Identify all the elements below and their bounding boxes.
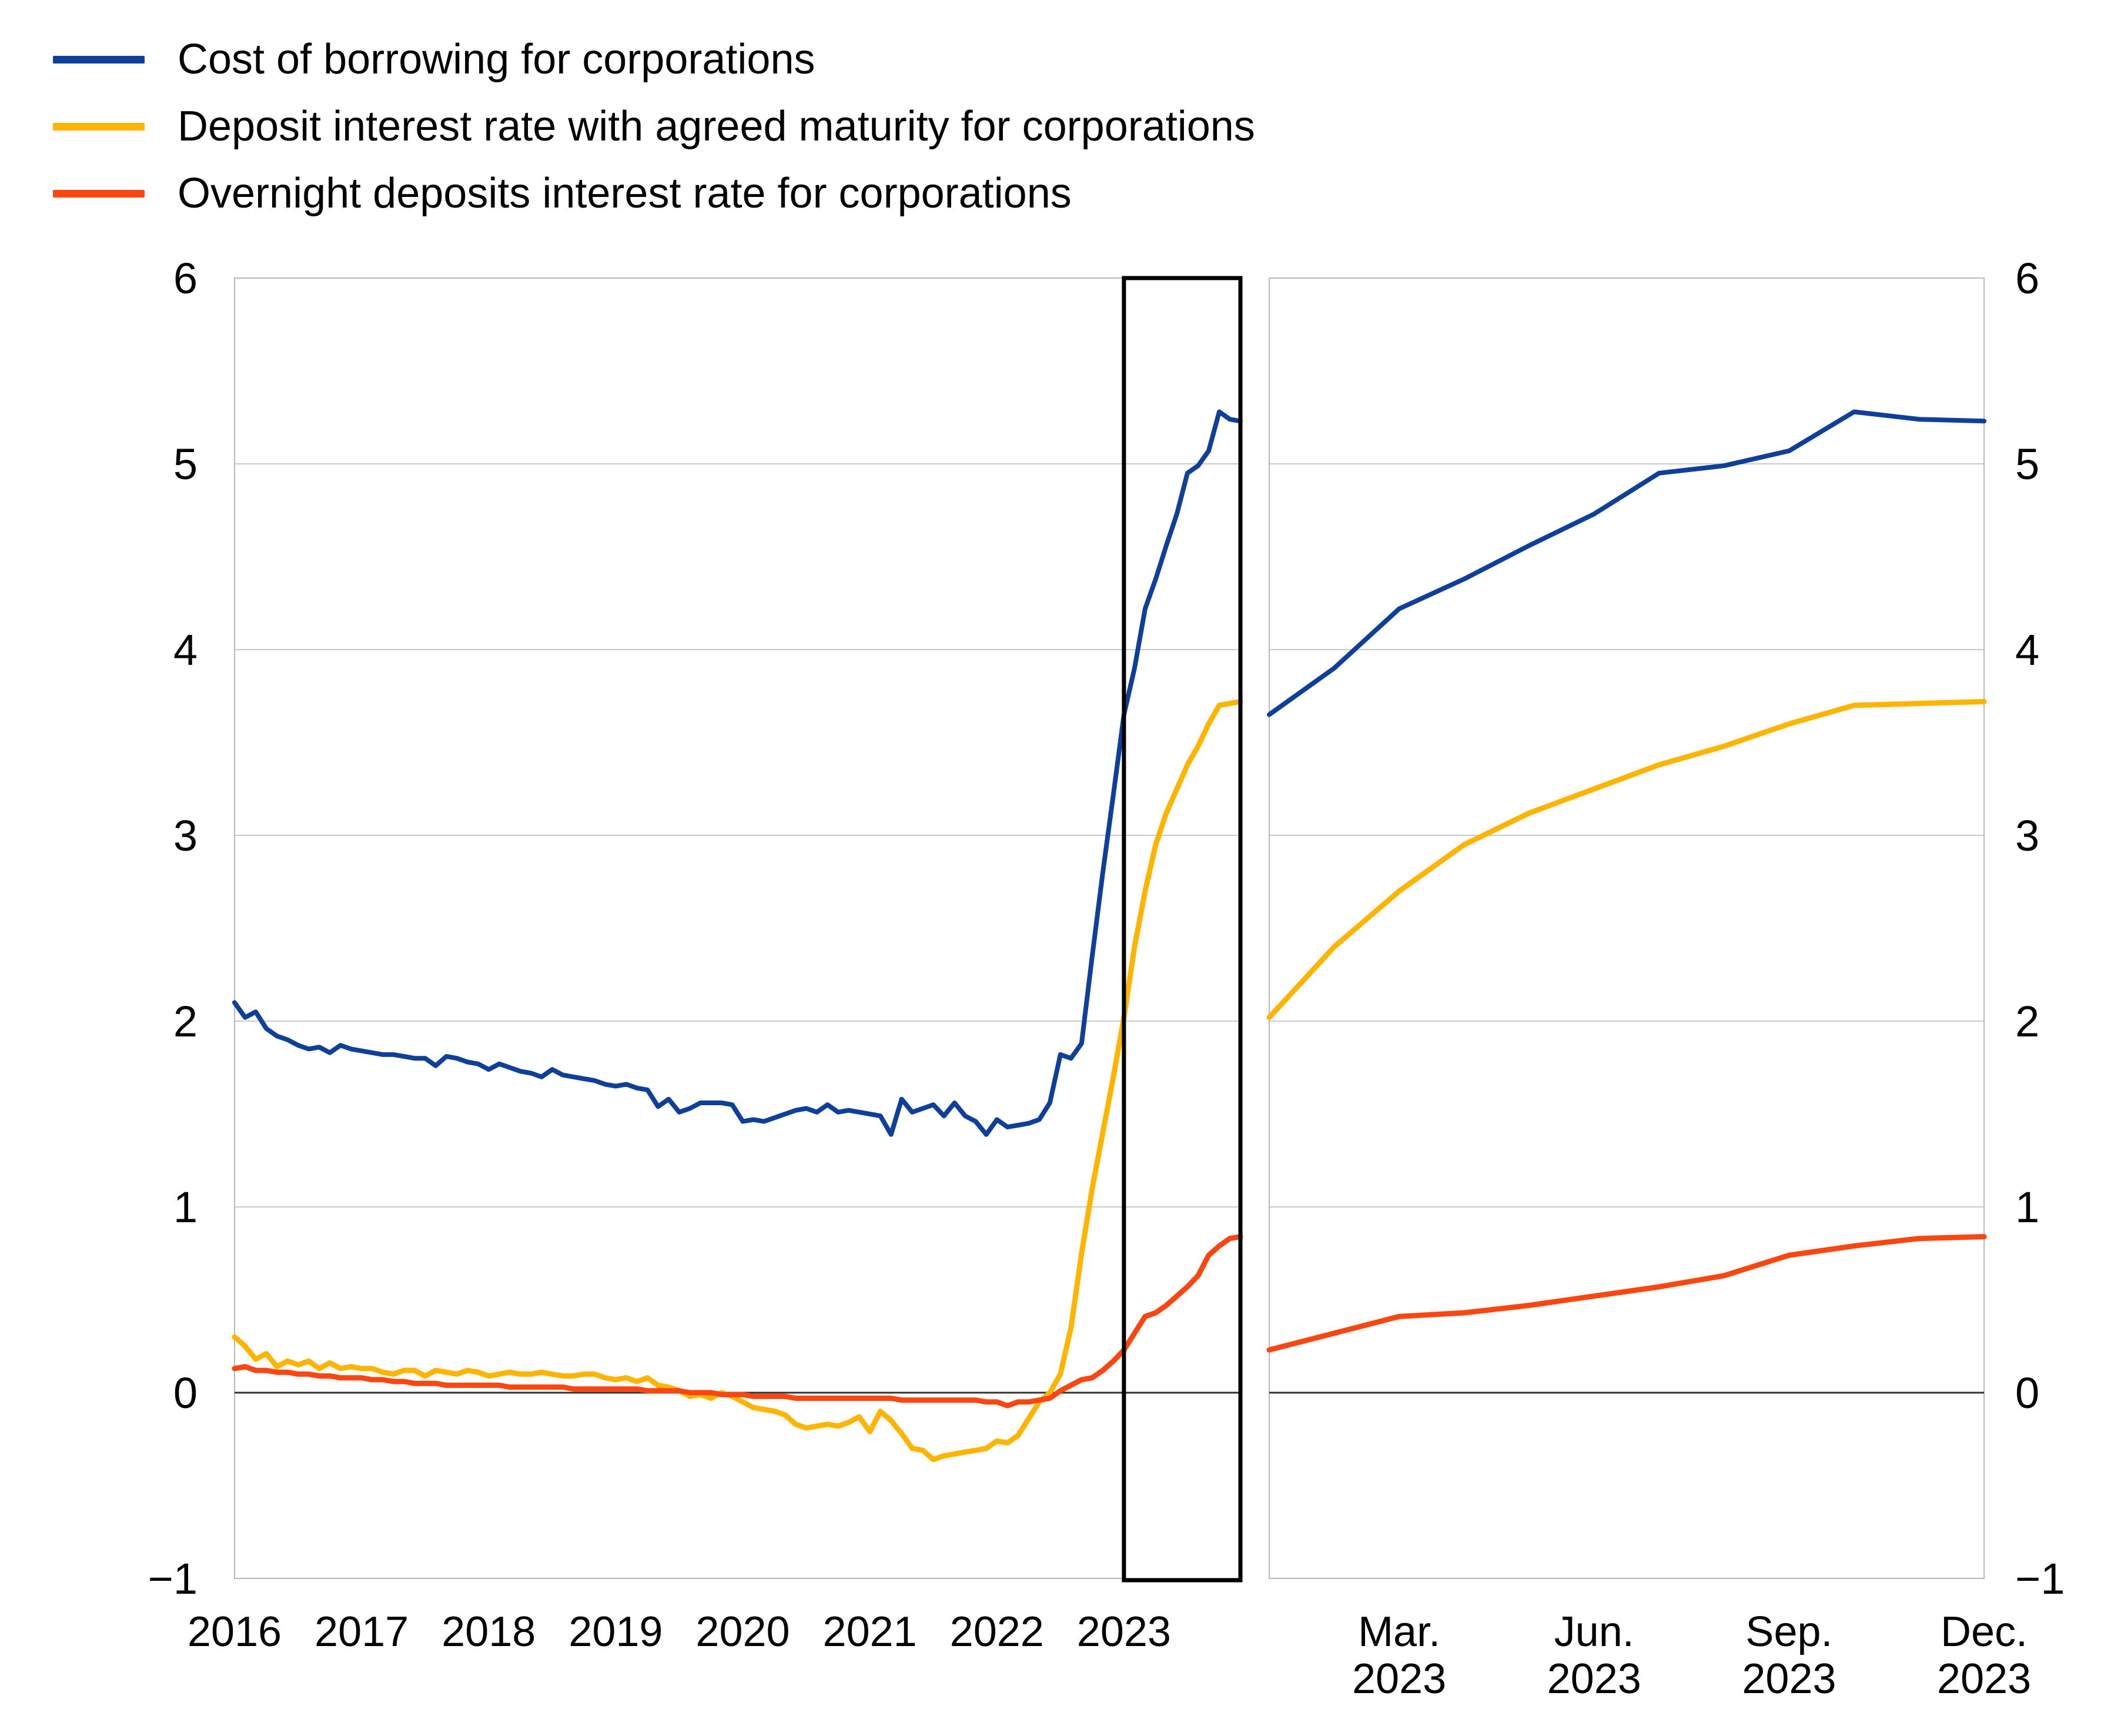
legend-label-overnight-deposits: Overnight deposits interest rate for cor… bbox=[178, 170, 1072, 217]
series-line-2 bbox=[1266, 1234, 1987, 1353]
x-tick-right-Sep.-year: 2023 bbox=[1742, 1655, 1836, 1702]
y-tick-left-3: 3 bbox=[173, 811, 198, 860]
y-tick-right-6: 6 bbox=[2015, 254, 2039, 303]
y-tick-left-0: 0 bbox=[173, 1369, 198, 1417]
legend: Cost of borrowing for corporations Depos… bbox=[53, 32, 1255, 220]
left-panel: 2016 2017 2018 2019 2020 2021 2022 2023 6 5 4 3 2 1 0 −… bbox=[148, 254, 1243, 1655]
y-tick-left-4: 4 bbox=[173, 626, 198, 674]
legend-item-overnight-deposits: Overnight deposits interest rate for cor… bbox=[53, 166, 1255, 220]
y-tick-left-1: 1 bbox=[173, 1183, 198, 1232]
x-tick-2023: 2023 bbox=[1077, 1608, 1171, 1655]
x-tick-2019: 2019 bbox=[568, 1608, 663, 1655]
x-tick-2022: 2022 bbox=[950, 1608, 1044, 1655]
right-panel-frame bbox=[1269, 277, 1985, 1579]
y-tick-right-4: 4 bbox=[2015, 626, 2039, 674]
x-tick-2017: 2017 bbox=[315, 1608, 409, 1655]
series-line-2 bbox=[232, 1234, 1243, 1409]
y-tick-right-2: 2 bbox=[2015, 997, 2039, 1046]
y-tick-right-0: 0 bbox=[2015, 1369, 2039, 1417]
x-tick-right-Dec.: Dec. bbox=[1941, 1608, 2028, 1655]
highlight-box-2023 bbox=[1122, 276, 1243, 1583]
legend-swatch-red bbox=[53, 189, 145, 198]
x-tick-2020: 2020 bbox=[695, 1608, 790, 1655]
series-line-1 bbox=[1266, 699, 1987, 1021]
y-tick-right--1: −1 bbox=[2015, 1554, 2065, 1603]
x-tick-2021: 2021 bbox=[823, 1608, 917, 1655]
series-line-0 bbox=[1267, 409, 1986, 717]
x-tick-right-Dec.-year: 2023 bbox=[1937, 1655, 2031, 1702]
legend-item-cost-of-borrowing: Cost of borrowing for corporations bbox=[53, 32, 1255, 86]
y-tick-left--1: −1 bbox=[148, 1554, 198, 1603]
legend-label-deposit-agreed-maturity: Deposit interest rate with agreed maturi… bbox=[178, 103, 1255, 150]
legend-swatch-blue bbox=[53, 55, 145, 63]
y-tick-left-2: 2 bbox=[173, 997, 198, 1046]
x-tick-right-Sep.: Sep. bbox=[1745, 1608, 1832, 1655]
x-tick-right-Jun.: Jun. bbox=[1554, 1608, 1634, 1655]
x-tick-right-Jun.-year: 2023 bbox=[1547, 1655, 1641, 1702]
x-tick-right-Mar.-year: 2023 bbox=[1352, 1655, 1446, 1702]
series-line-1 bbox=[232, 699, 1243, 1463]
x-tick-2016: 2016 bbox=[188, 1608, 282, 1655]
y-tick-right-5: 5 bbox=[2015, 440, 2039, 489]
y-tick-right-3: 3 bbox=[2015, 811, 2039, 860]
x-tick-right-Mar.: Mar. bbox=[1358, 1608, 1440, 1655]
x-tick-2018: 2018 bbox=[441, 1608, 536, 1655]
legend-item-deposit-agreed-maturity: Deposit interest rate with agreed maturi… bbox=[53, 99, 1255, 153]
series-line-0 bbox=[232, 409, 1243, 1137]
right-panel: Mar.2023Jun.2023Sep.2023Dec.20236543210−… bbox=[1266, 254, 2065, 1702]
left-panel-frame bbox=[234, 277, 1241, 1579]
y-tick-right-1: 1 bbox=[2015, 1183, 2039, 1232]
y-tick-left-6: 6 bbox=[173, 254, 198, 303]
y-tick-left-5: 5 bbox=[173, 440, 198, 489]
legend-swatch-yellow bbox=[53, 122, 145, 131]
legend-label-cost-of-borrowing: Cost of borrowing for corporations bbox=[178, 36, 815, 83]
